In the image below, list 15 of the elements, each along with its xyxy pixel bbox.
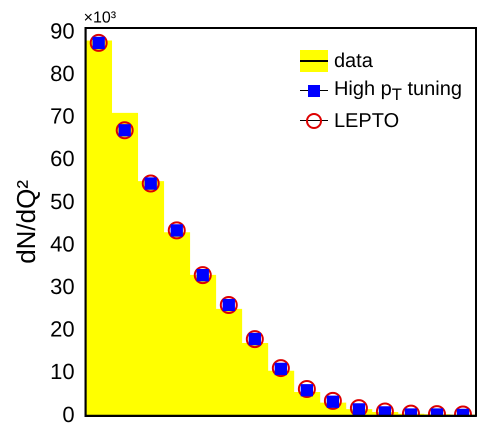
y-tick-label: 20 bbox=[50, 316, 75, 342]
y-axis-title: dN/dQ² bbox=[10, 180, 41, 264]
y-tick-label: 80 bbox=[50, 60, 75, 86]
legend-label: LEPTO bbox=[334, 110, 400, 132]
y-tick-label: 30 bbox=[50, 274, 75, 300]
legend-label: data bbox=[334, 50, 373, 72]
y-tick-label: 60 bbox=[50, 146, 75, 172]
y-tick-label: 90 bbox=[50, 18, 75, 44]
y-tick-label: 70 bbox=[50, 104, 75, 129]
legend-label: High p$_{T}$ tuning bbox=[334, 78, 462, 104]
text: ×10³ bbox=[84, 9, 117, 26]
y-tick-label: 40 bbox=[50, 231, 75, 256]
y-tick-label: 50 bbox=[50, 188, 75, 214]
y-tick-label: 10 bbox=[50, 359, 75, 384]
y-tick-label: 0 bbox=[62, 402, 75, 427]
